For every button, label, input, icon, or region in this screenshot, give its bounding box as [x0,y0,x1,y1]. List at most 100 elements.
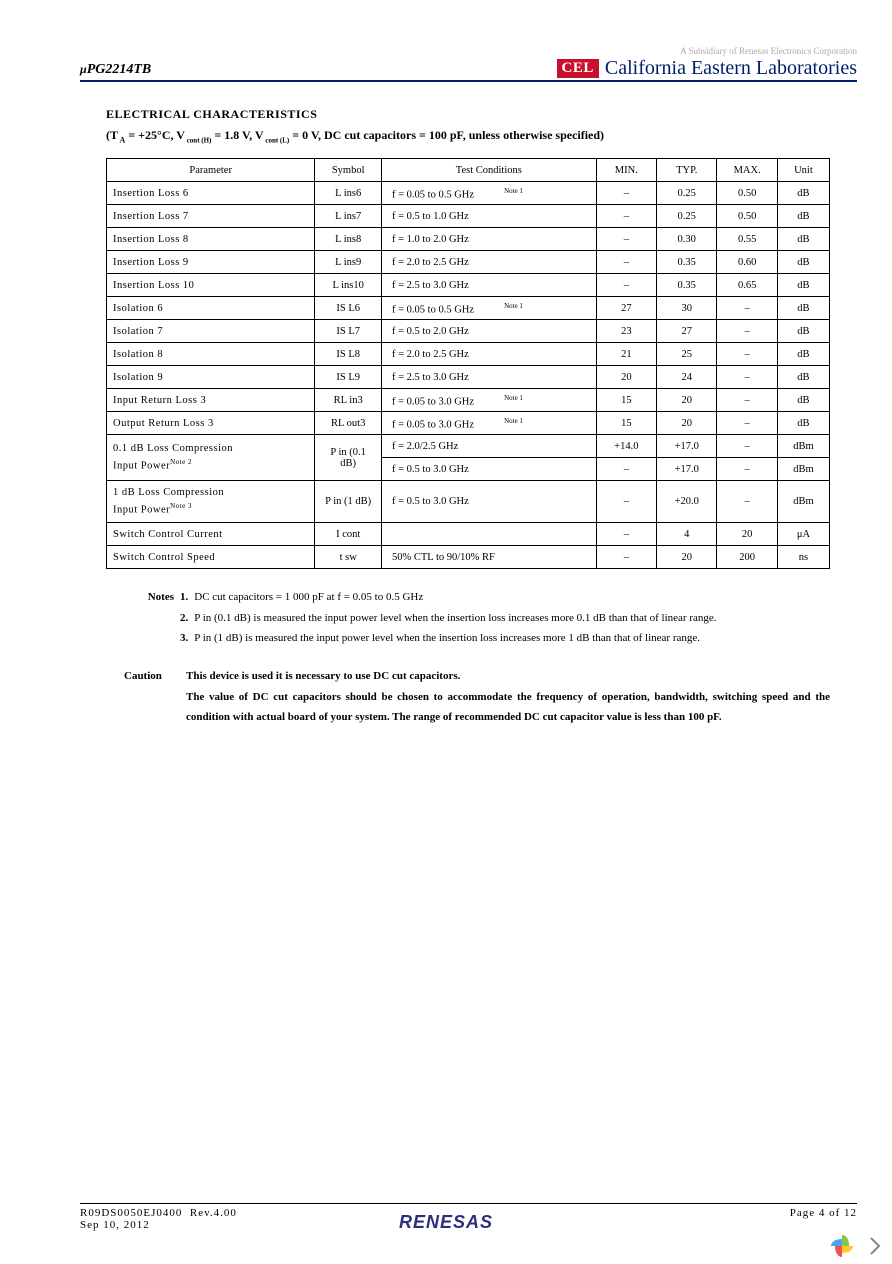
cell-param: Isolation 8 [107,343,315,366]
cell-max: – [717,366,777,389]
cell-typ: 25 [657,343,717,366]
th-max: MAX. [717,159,777,182]
cell-unit: dB [777,320,829,343]
th-conditions: Test Conditions [382,159,597,182]
table-row: Isolation 7IS L7f = 0.5 to 2.0 GHz2327–d… [107,320,830,343]
cell-unit: dB [777,389,829,412]
cell-max: 0.55 [717,228,777,251]
cell-symbol: L ins8 [315,228,382,251]
cell-cond [382,523,597,546]
th-min: MIN. [596,159,656,182]
th-unit: Unit [777,159,829,182]
caution-line1: This device is used it is necessary to u… [186,666,830,686]
table-row: Insertion Loss 9L ins9f = 2.0 to 2.5 GHz… [107,251,830,274]
header-right: A Subsidiary of Renesas Electronics Corp… [557,46,857,80]
cell-param: Switch Control Current [107,523,315,546]
notes-label: Notes [124,587,180,607]
cell-param: Insertion Loss 10 [107,274,315,297]
th-typ: TYP. [657,159,717,182]
caution-block: Caution This device is used it is necess… [124,666,830,727]
cell-param: 0.1 dB Loss CompressionInput PowerNote 2 [107,435,315,481]
cell-cond: f = 0.5 to 1.0 GHz [382,205,597,228]
cell-param: Insertion Loss 9 [107,251,315,274]
cell-typ: +17.0 [657,458,717,481]
cell-cond: f = 0.5 to 3.0 GHz [382,481,597,523]
note-row: Notes 1.DC cut capacitors = 1 000 pF at … [124,587,830,607]
cell-typ: 0.25 [657,205,717,228]
cell-unit: ns [777,546,829,569]
cell-symbol: IS L7 [315,320,382,343]
note-text: P in (1 dB) is measured the input power … [194,628,830,648]
cell-cond: f = 2.0/2.5 GHz [382,435,597,458]
table-row: Insertion Loss 6L ins6f = 0.05 to 0.5 GH… [107,182,830,205]
spec-table: Parameter Symbol Test Conditions MIN. TY… [106,158,830,569]
cell-typ: 20 [657,546,717,569]
cell-max: – [717,435,777,458]
cell-param: Isolation 9 [107,366,315,389]
table-row: 0.1 dB Loss CompressionInput PowerNote 2… [107,435,830,458]
renesas-logo: RENESAS [0,1212,892,1233]
cell-param: Isolation 6 [107,297,315,320]
th-symbol: Symbol [315,159,382,182]
cell-param: Insertion Loss 8 [107,228,315,251]
table-row: Output Return Loss 3RL out3f = 0.05 to 3… [107,412,830,435]
cell-min: 23 [596,320,656,343]
cell-min: – [596,205,656,228]
cell-min: 15 [596,412,656,435]
cell-min: – [596,523,656,546]
cell-cond: f = 0.5 to 2.0 GHz [382,320,597,343]
cell-unit: dBm [777,458,829,481]
cell-max: 200 [717,546,777,569]
cell-min: – [596,481,656,523]
cell-symbol: IS L8 [315,343,382,366]
cell-max: 0.60 [717,251,777,274]
cell-max: – [717,458,777,481]
table-row: Input Return Loss 3RL in3f = 0.05 to 3.0… [107,389,830,412]
cell-param: Insertion Loss 7 [107,205,315,228]
cell-unit: dBm [777,481,829,523]
note-number: 2. [180,608,194,628]
cell-min: – [596,274,656,297]
cell-symbol: t sw [315,546,382,569]
part-number-text: PG2214TB [87,62,152,77]
table-row: Insertion Loss 10L ins10f = 2.5 to 3.0 G… [107,274,830,297]
cell-symbol: L ins7 [315,205,382,228]
cell-symbol: RL in3 [315,389,382,412]
cell-param: Output Return Loss 3 [107,412,315,435]
cell-symbol: L ins9 [315,251,382,274]
cell-max: 0.50 [717,205,777,228]
cell-min: – [596,251,656,274]
note-text: P in (0.1 dB) is measured the input powe… [194,608,830,628]
pinwheel-icon[interactable] [828,1232,856,1260]
cell-max: – [717,343,777,366]
cell-max: – [717,320,777,343]
corner-nav [828,1231,890,1261]
conditions-line: (T A = +25°C, V cont (H) = 1.8 V, V cont… [106,128,830,144]
cell-symbol: L ins10 [315,274,382,297]
caution-body: The value of DC cut capacitors should be… [186,687,830,728]
page: μPG2214TB A Subsidiary of Renesas Electr… [0,0,892,1263]
cell-param: Input Return Loss 3 [107,389,315,412]
cell-typ: 24 [657,366,717,389]
cell-max: – [717,297,777,320]
cell-unit: dB [777,297,829,320]
caution-label: Caution [124,666,186,727]
cell-typ: 20 [657,389,717,412]
cell-typ: 0.35 [657,251,717,274]
cell-cond: f = 2.0 to 2.5 GHz [382,251,597,274]
next-page-chevron-icon[interactable] [860,1231,890,1261]
cell-unit: dB [777,228,829,251]
cell-cond: f = 2.5 to 3.0 GHz [382,366,597,389]
cell-typ: 0.35 [657,274,717,297]
note-text: DC cut capacitors = 1 000 pF at f = 0.05… [194,587,830,607]
cell-unit: dB [777,366,829,389]
cell-cond: f = 0.05 to 3.0 GHzNote 1 [382,412,597,435]
cell-typ: +17.0 [657,435,717,458]
cell-max: 0.50 [717,182,777,205]
cell-max: – [717,412,777,435]
th-parameter: Parameter [107,159,315,182]
cell-symbol: P in (0.1 dB) [315,435,382,481]
cell-unit: dB [777,205,829,228]
cell-cond: f = 2.5 to 3.0 GHz [382,274,597,297]
cell-cond: f = 0.05 to 3.0 GHzNote 1 [382,389,597,412]
